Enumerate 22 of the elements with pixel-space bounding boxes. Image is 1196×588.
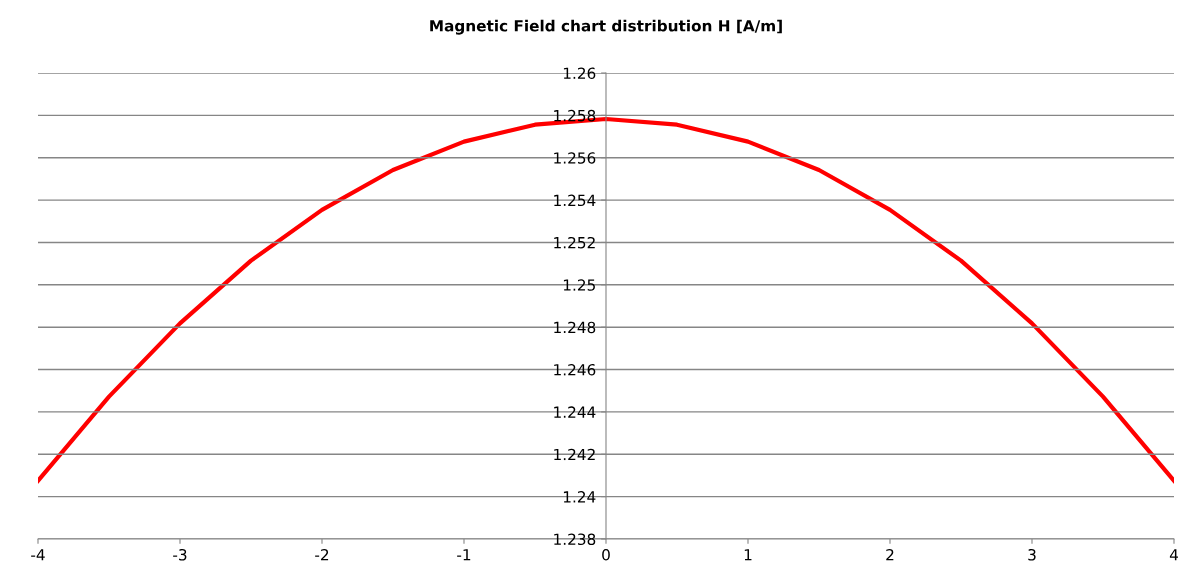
x-tick-label: -4	[31, 549, 45, 561]
x-tick-label: 0	[602, 548, 610, 561]
y-tick-label: 1.244	[554, 406, 596, 418]
y-tick-label: 1.26	[563, 67, 596, 80]
y-tick-label: 1.248	[554, 321, 596, 334]
y-tick-label: 1.254	[554, 194, 596, 207]
y-tick-label: 1.256	[554, 152, 596, 164]
y-tick-label: 1.246	[554, 364, 596, 376]
y-tick-label: 1.252	[554, 236, 595, 249]
x-tick-label: 3	[1028, 548, 1036, 561]
x-tick-label: 2	[886, 548, 894, 561]
chart-title: Magnetic Field chart distribution H [A/m]	[430, 19, 782, 35]
y-tick-label: 1.24	[563, 491, 596, 503]
x-tick-label: -2	[315, 548, 329, 561]
x-tick-label: 4	[1169, 549, 1178, 561]
y-tick-label: 1.258	[554, 109, 596, 122]
y-tick-label: 1.25	[563, 279, 595, 291]
y-tick-label: 1.238	[554, 533, 596, 546]
x-tick-label: -3	[173, 548, 187, 561]
x-tick-label: 1	[744, 549, 752, 561]
y-tick-label: 1.242	[554, 448, 595, 461]
x-tick-label: -1	[457, 549, 471, 561]
